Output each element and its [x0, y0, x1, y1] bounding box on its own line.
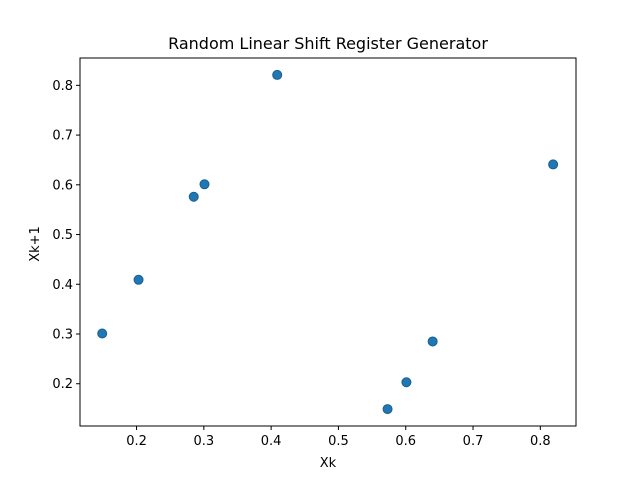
y-axis-label: Xk+1 [28, 226, 43, 262]
y-tick-label-0: 0.2 [52, 377, 73, 392]
y-tick-label-5: 0.7 [52, 129, 73, 144]
axes-frame [79, 57, 577, 427]
chart-title: Random Linear Shift Register Generator [168, 34, 488, 53]
data-point-4 [272, 69, 283, 80]
data-point-6 [401, 377, 412, 388]
x-tick-label-5: 0.7 [463, 434, 484, 449]
x-tick-label-1: 0.3 [193, 434, 214, 449]
data-point-1 [133, 274, 144, 285]
data-point-0 [97, 328, 108, 339]
x-tick-label-3: 0.5 [328, 434, 349, 449]
x-tick-label-6: 0.8 [530, 434, 551, 449]
y-tick-label-3: 0.5 [52, 228, 73, 243]
x-tick-label-4: 0.6 [395, 434, 416, 449]
plot-area: 0.2 0.3 0.4 0.5 0.6 0.7 0.8 0.2 0.3 0.4 0.5 0.6 0.7 0… [52, 57, 577, 449]
x-tick-label-0: 0.2 [126, 434, 147, 449]
data-point-8 [548, 159, 559, 170]
data-point-5 [382, 404, 393, 415]
y-tick-label-4: 0.6 [52, 178, 73, 193]
x-tick-label-2: 0.4 [261, 434, 282, 449]
data-point-3 [199, 179, 210, 190]
y-tick-label-1: 0.3 [52, 328, 73, 343]
data-point-2 [188, 191, 199, 202]
x-axis-label: Xk [320, 456, 337, 471]
y-tick-label-2: 0.4 [52, 278, 73, 293]
data-point-7 [427, 336, 438, 347]
y-tick-label-6: 0.8 [52, 79, 73, 94]
